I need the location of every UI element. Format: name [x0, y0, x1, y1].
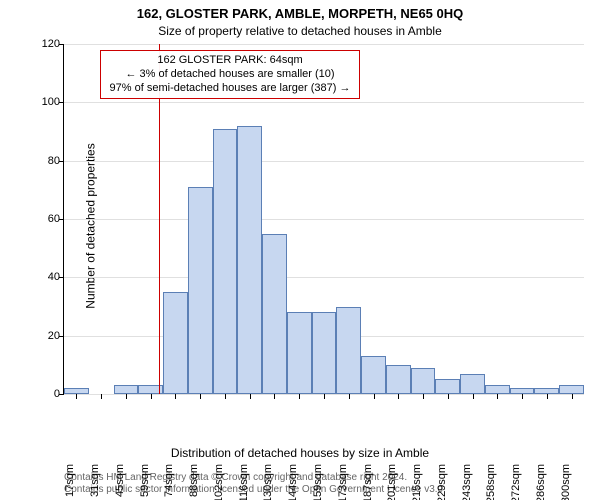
histogram-bar [188, 187, 213, 394]
xtick-mark [349, 394, 350, 399]
xtick-mark [225, 394, 226, 399]
xtick-mark [175, 394, 176, 399]
chart-title: 162, GLOSTER PARK, AMBLE, MORPETH, NE65 … [0, 6, 600, 21]
xtick-label: 229sqm [436, 464, 448, 500]
xtick-label: 17sqm [64, 464, 76, 500]
xtick-mark [200, 394, 201, 399]
annotation-box: 162 GLOSTER PARK: 64sqm ← 3% of detached… [100, 50, 360, 99]
histogram-bar [559, 385, 584, 394]
xtick-mark [151, 394, 152, 399]
ytick-label: 40 [20, 271, 60, 283]
xtick-label: 59sqm [139, 464, 151, 500]
xtick-mark [101, 394, 102, 399]
chart-subtitle: Size of property relative to detached ho… [0, 24, 600, 38]
xtick-label: 130sqm [262, 464, 274, 500]
histogram-bar [114, 385, 139, 394]
xtick-mark [126, 394, 127, 399]
annotation-line-3: 97% of semi-detached houses are larger (… [107, 82, 353, 96]
xtick-label: 173sqm [337, 464, 349, 500]
xtick-mark [473, 394, 474, 399]
xtick-label: 215sqm [411, 464, 423, 500]
xtick-label: 116sqm [238, 464, 250, 500]
xtick-label: 45sqm [114, 464, 126, 500]
histogram-bar [361, 356, 386, 394]
xtick-label: 144sqm [287, 464, 299, 500]
ytick-label: 0 [20, 388, 60, 400]
xtick-label: 243sqm [461, 464, 473, 500]
histogram-bar [163, 292, 188, 394]
ytick-label: 60 [20, 213, 60, 225]
xtick-mark [522, 394, 523, 399]
histogram-bar [460, 374, 485, 394]
x-axis-label: Distribution of detached houses by size … [0, 446, 600, 460]
xtick-mark [374, 394, 375, 399]
ytick-label: 20 [20, 330, 60, 342]
annotation-line-1: 162 GLOSTER PARK: 64sqm [107, 54, 353, 68]
xtick-label: 88sqm [188, 464, 200, 500]
histogram-bar [435, 379, 460, 394]
xtick-label: 159sqm [312, 464, 324, 500]
xtick-mark [547, 394, 548, 399]
grid-line [64, 219, 584, 220]
xtick-mark [398, 394, 399, 399]
histogram-bar [411, 368, 436, 394]
xtick-mark [324, 394, 325, 399]
histogram-bar [386, 365, 411, 394]
histogram-bar [485, 385, 510, 394]
grid-line [64, 102, 584, 103]
xtick-label: 300sqm [560, 464, 572, 500]
xtick-mark [76, 394, 77, 399]
ytick-label: 80 [20, 155, 60, 167]
histogram-bar [336, 307, 361, 395]
xtick-label: 31sqm [89, 464, 101, 500]
xtick-mark [274, 394, 275, 399]
histogram-bar [237, 126, 262, 394]
xtick-label: 102sqm [213, 464, 225, 500]
histogram-bar [213, 129, 238, 394]
xtick-mark [448, 394, 449, 399]
xtick-label: 187sqm [362, 464, 374, 500]
xtick-label: 258sqm [485, 464, 497, 500]
annotation-line-2: ← 3% of detached houses are smaller (10) [107, 68, 353, 82]
xtick-mark [299, 394, 300, 399]
grid-line [64, 277, 584, 278]
ytick-label: 100 [20, 96, 60, 108]
ytick-label: 120 [20, 38, 60, 50]
histogram-bar [262, 234, 287, 394]
histogram-bar [287, 312, 312, 394]
xtick-label: 272sqm [510, 464, 522, 500]
xtick-label: 286sqm [535, 464, 547, 500]
xtick-label: 74sqm [163, 464, 175, 500]
xtick-label: 201sqm [386, 464, 398, 500]
xtick-mark [572, 394, 573, 399]
chart-container: 162, GLOSTER PARK, AMBLE, MORPETH, NE65 … [0, 0, 600, 500]
xtick-mark [423, 394, 424, 399]
xtick-mark [250, 394, 251, 399]
grid-line [64, 161, 584, 162]
xtick-mark [497, 394, 498, 399]
grid-line [64, 44, 584, 45]
histogram-bar [312, 312, 337, 394]
